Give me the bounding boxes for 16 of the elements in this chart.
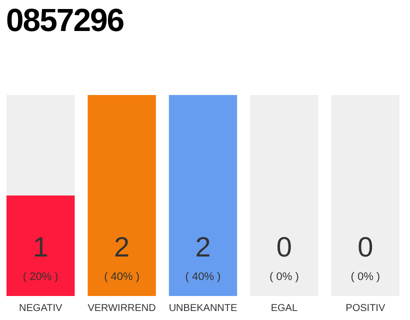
x-tick-label: POSITIV: [346, 302, 386, 314]
annotation: 2: [195, 232, 211, 263]
data-label: ( 0% ): [270, 271, 299, 284]
chart-title: 0857296: [5, 1, 125, 40]
data-label: ( 0% ): [350, 271, 380, 284]
data-label: ( 40% ): [185, 271, 221, 284]
annotation: 0: [358, 232, 374, 263]
data-label: ( 40% ): [104, 271, 140, 284]
annotation: 0: [276, 232, 292, 263]
annotation: 2: [114, 232, 130, 263]
x-tick-label: EGAL: [270, 302, 298, 314]
annotation: 1: [32, 232, 48, 263]
x-tick-label: NEGATIV: [19, 302, 63, 314]
data-label: ( 20% ): [22, 271, 58, 284]
x-tick-label: UNBEKANNTE: [168, 302, 238, 314]
x-tick-label: VERWIRREND: [88, 302, 156, 314]
